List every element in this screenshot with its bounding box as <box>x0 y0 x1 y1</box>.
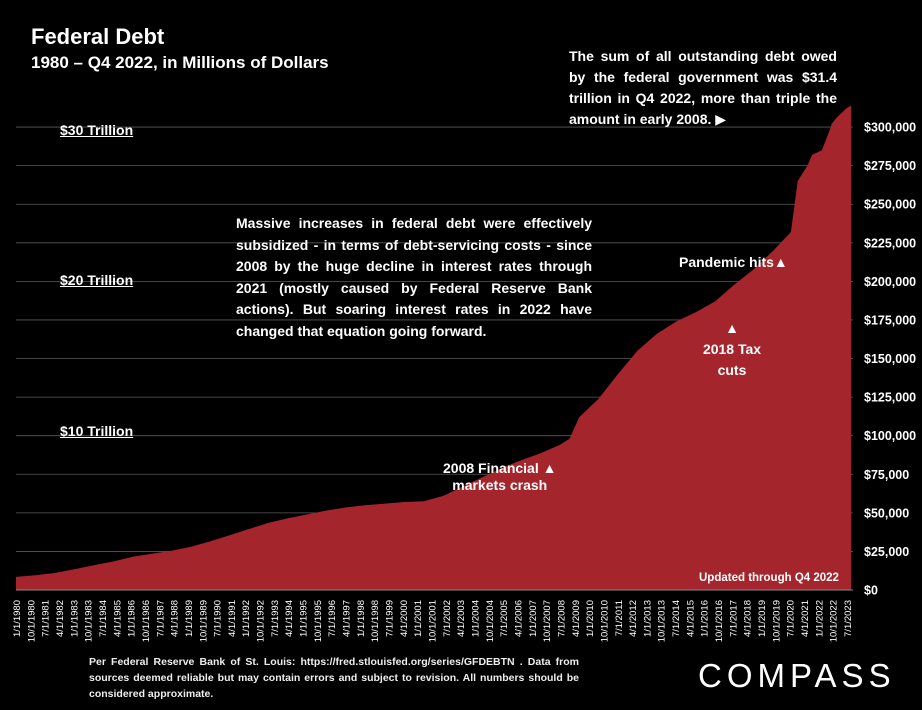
x-tick-label: 4/1/1985 <box>112 600 123 637</box>
x-tick-label: 1/1/1989 <box>184 600 195 637</box>
x-tick-label: 4/1/2000 <box>399 600 410 637</box>
y-tick-label: $0 <box>864 584 878 598</box>
x-tick-label: 7/1/2020 <box>786 600 797 637</box>
annotation-pandemic: Pandemic hits▲ <box>679 254 788 270</box>
x-tick-label: 1/1/2016 <box>700 600 711 637</box>
x-tick-label: 10/1/1989 <box>198 600 209 642</box>
y-tick-label: $100,000 <box>864 429 916 443</box>
x-tick-label: 10/1/1992 <box>256 600 267 642</box>
x-tick-label: 1/1/2010 <box>585 600 596 637</box>
right-arrow-icon: ▶ <box>715 111 727 127</box>
x-tick-label: 7/1/1984 <box>98 600 109 637</box>
x-tick-label: 10/1/2013 <box>657 600 668 642</box>
x-tick-label: 1/1/1983 <box>69 600 80 637</box>
x-tick-label: 4/1/2018 <box>743 600 754 637</box>
y-tick-label: $300,000 <box>864 121 916 135</box>
x-tick-label: 1/1/1980 <box>12 600 23 637</box>
x-tick-label: 4/1/2015 <box>685 600 696 637</box>
x-tick-label: 1/1/2007 <box>528 600 539 637</box>
x-tick-label: 1/1/2001 <box>413 600 424 637</box>
x-tick-label: 7/1/2005 <box>499 600 510 637</box>
x-tick-label: 4/1/1991 <box>227 600 238 637</box>
x-tick-label: 7/1/2011 <box>614 600 625 636</box>
x-tick-label: 1/1/2019 <box>757 600 768 637</box>
y-tick-label: $75,000 <box>864 468 909 482</box>
x-tick-label: 10/1/1983 <box>84 600 95 642</box>
y-tick-label: $250,000 <box>864 198 916 212</box>
x-tick-label: 7/1/1990 <box>213 600 224 637</box>
annotation-2018-tax-cuts: ▲ 2018 Tax cuts <box>700 318 764 381</box>
x-tick-label: 10/1/2001 <box>428 600 439 642</box>
annotation-tax-line2: cuts <box>717 362 747 378</box>
y-tick-label: $175,000 <box>864 313 916 327</box>
y-tick-label: $25,000 <box>864 545 909 559</box>
source-footnote: Per Federal Reserve Bank of St. Louis: h… <box>89 656 579 700</box>
annotation-total-debt: The sum of all outstanding debt owed by … <box>569 46 837 130</box>
x-tick-label: 10/1/2019 <box>771 600 782 642</box>
x-tick-label: 10/1/2016 <box>714 600 725 642</box>
x-tick-label: 4/1/1982 <box>55 600 66 637</box>
annotation-pandemic-text: Pandemic hits <box>679 254 774 270</box>
chart-title: Federal Debt <box>31 24 165 49</box>
x-tick-label: 4/1/2009 <box>571 600 582 637</box>
x-tick-label: 4/1/2012 <box>628 600 639 637</box>
x-tick-label: 4/1/1997 <box>342 600 353 637</box>
annotation-2008-line2: markets crash <box>452 477 548 493</box>
x-tick-label: 4/1/1994 <box>284 600 295 637</box>
trillion-label-20: $20 Trillion <box>60 272 134 288</box>
x-tick-label: 10/1/1995 <box>313 600 324 642</box>
x-tick-label: 7/1/2023 <box>843 600 854 637</box>
annotation-total-debt-text: The sum of all outstanding debt owed by … <box>569 48 837 127</box>
x-tick-label: 7/1/1981 <box>41 600 52 637</box>
x-tick-label: 10/1/2010 <box>599 600 610 642</box>
x-tick-label: 7/1/1999 <box>385 600 396 637</box>
x-tick-label: 1/1/2022 <box>814 600 825 637</box>
x-tick-label: 1/1/1986 <box>127 600 138 637</box>
annotation-2008-crash: 2008 Financial ▲ markets crash <box>443 460 556 494</box>
x-tick-label: 4/1/2003 <box>456 600 467 637</box>
annotation-tax-line1: 2018 Tax <box>702 341 762 357</box>
up-arrow-icon: ▲ <box>773 254 788 270</box>
trillion-label-30: $30 Trillion <box>60 122 134 138</box>
compass-logo: COMPASS <box>698 657 896 694</box>
trillion-label-10: $10 Trillion <box>60 423 134 439</box>
x-tick-label: 10/1/2007 <box>542 600 553 642</box>
x-tick-label: 1/1/2004 <box>470 600 481 637</box>
updated-note: Updated through Q4 2022 <box>699 572 839 584</box>
x-tick-label: 10/1/1998 <box>370 600 381 642</box>
x-tick-label: 7/1/2002 <box>442 600 453 637</box>
x-tick-label: 7/1/2008 <box>556 600 567 637</box>
x-tick-label: 10/1/1986 <box>141 600 152 642</box>
annotation-interest-rates: Massive increases in federal debt were e… <box>236 215 592 339</box>
y-tick-label: $225,000 <box>864 236 916 250</box>
x-tick-label: 10/1/2004 <box>485 600 496 642</box>
x-tick-label: 1/1/1995 <box>299 600 310 637</box>
x-tick-label: 1/1/2013 <box>642 600 653 637</box>
y-tick-label: $200,000 <box>864 275 916 289</box>
y-tick-label: $125,000 <box>864 391 916 405</box>
x-tick-label: 7/1/2014 <box>671 600 682 637</box>
x-tick-label: 7/1/1987 <box>155 600 166 637</box>
annotation-2008-line1: 2008 Financial <box>443 460 539 476</box>
x-tick-label: 1/1/1998 <box>356 600 367 637</box>
x-tick-label: 10/1/2022 <box>829 600 840 642</box>
y-tick-label: $275,000 <box>864 159 916 173</box>
up-arrow-icon: ▲ <box>542 460 557 476</box>
x-tick-label: 7/1/2017 <box>728 600 739 637</box>
debt-area-series <box>16 105 852 590</box>
x-tick-label: 4/1/2021 <box>800 600 811 637</box>
chart-subtitle: 1980 – Q4 2022, in Millions of Dollars <box>31 53 329 72</box>
x-tick-label: 10/1/1980 <box>26 600 37 642</box>
y-tick-label: $150,000 <box>864 352 916 366</box>
x-tick-label: 7/1/1996 <box>327 600 338 637</box>
y-tick-label: $50,000 <box>864 506 909 520</box>
x-tick-label: 4/1/2006 <box>513 600 524 637</box>
up-arrow-icon: ▲ <box>725 320 739 336</box>
x-tick-label: 1/1/1992 <box>241 600 252 637</box>
x-tick-label: 4/1/1988 <box>170 600 181 637</box>
x-tick-label: 7/1/1993 <box>270 600 281 637</box>
